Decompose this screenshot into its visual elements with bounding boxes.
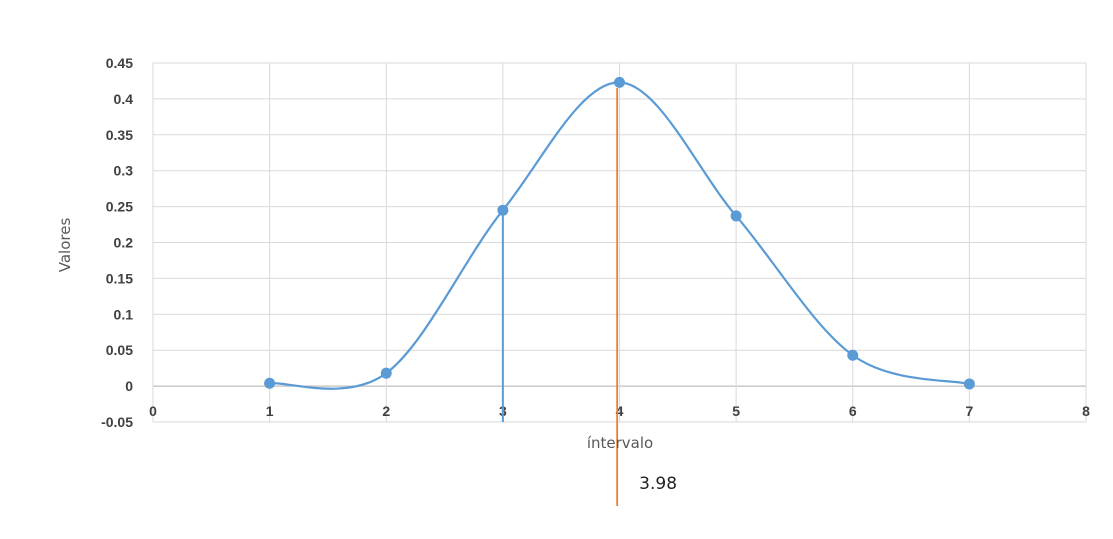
y-tick-label: 0.05 (106, 342, 133, 358)
y-tick-label: 0.35 (106, 127, 133, 143)
x-tick-label: 4 (616, 403, 624, 419)
y-tick-label: 0.3 (114, 163, 134, 179)
gridlines (152, 62, 1087, 423)
data-point (847, 349, 859, 361)
x-tick-label: 0 (149, 403, 157, 419)
y-tick-label: 0.1 (114, 306, 134, 322)
y-tick-label: 0.25 (106, 199, 133, 215)
y-axis-title: Valores (56, 218, 74, 273)
series-layer (264, 76, 975, 390)
data-point (380, 367, 392, 379)
y-tick-label: 0.45 (106, 55, 133, 71)
y-tick-label: 0.4 (114, 91, 134, 107)
x-tick-label: 6 (849, 403, 857, 419)
data-point (264, 377, 276, 389)
data-point (730, 210, 742, 222)
x-tick-label: 1 (266, 403, 274, 419)
x-tick-label: 8 (1082, 403, 1090, 419)
mean-marker-label: 3.98 (639, 474, 677, 494)
annotation-layer: 3.98 (501, 88, 677, 506)
x-tick-labels: 012345678 (149, 403, 1090, 419)
x-tick-label: 7 (965, 403, 973, 419)
y-tick-labels: 0.45 0.4 0.35 0.3 0.25 0.2 0.15 0.1 0.05 0 -0.05 (101, 55, 133, 430)
data-point (614, 76, 625, 88)
x-tick-label: 2 (382, 403, 390, 419)
x-axis-title: íntervalo (587, 434, 653, 452)
y-tick-label: 0 (125, 378, 133, 394)
y-tick-label: 0.15 (106, 270, 133, 286)
x-tick-label: 5 (732, 403, 740, 419)
y-tick-label: 0.2 (114, 235, 134, 251)
y-tick-label: -0.05 (101, 414, 133, 430)
data-point (963, 378, 975, 390)
